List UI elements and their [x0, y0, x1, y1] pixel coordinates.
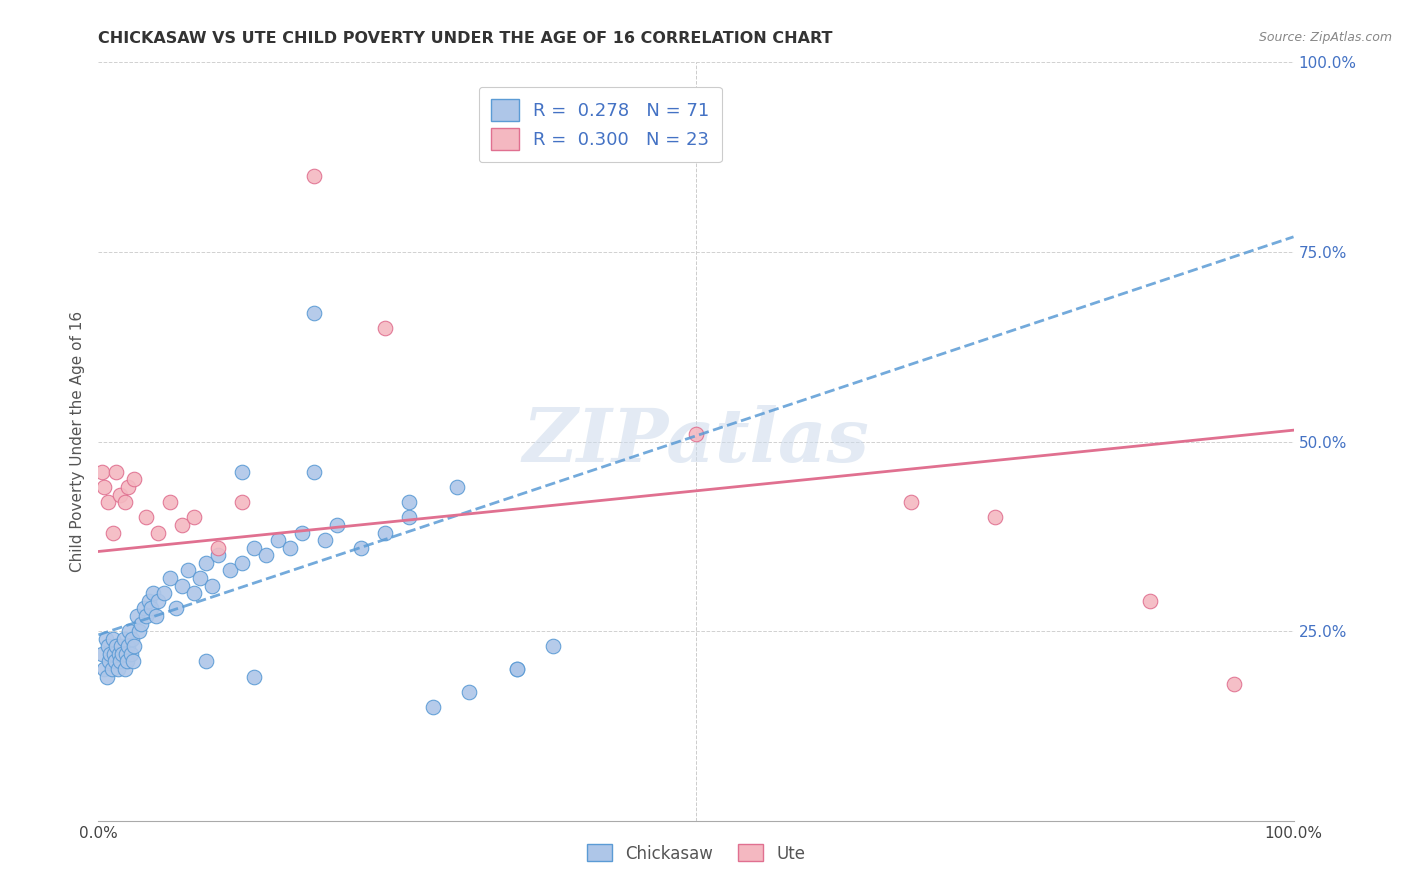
- Point: [195, 556, 218, 570]
- Point: [91, 465, 114, 479]
- Point: [122, 655, 145, 669]
- Point: [112, 632, 135, 646]
- Point: [207, 548, 229, 563]
- Point: [458, 685, 481, 699]
- Text: CHICKASAW VS UTE CHILD POVERTY UNDER THE AGE OF 16 CORRELATION CHART: CHICKASAW VS UTE CHILD POVERTY UNDER THE…: [98, 31, 832, 46]
- Point: [117, 480, 139, 494]
- Point: [101, 525, 124, 540]
- Point: [124, 639, 146, 653]
- Point: [177, 564, 200, 578]
- Point: [91, 647, 114, 661]
- Point: [96, 669, 118, 683]
- Point: [231, 465, 253, 479]
- Point: [231, 495, 253, 509]
- Point: [107, 662, 129, 676]
- Point: [108, 655, 131, 669]
- Point: [278, 541, 301, 555]
- Point: [1223, 677, 1246, 691]
- Point: [110, 639, 132, 653]
- Point: [111, 647, 134, 661]
- Point: [350, 541, 373, 555]
- Point: [195, 655, 218, 669]
- Point: [398, 510, 420, 524]
- Point: [98, 647, 122, 661]
- Y-axis label: Child Poverty Under the Age of 16: Child Poverty Under the Age of 16: [69, 311, 84, 572]
- Point: [315, 533, 337, 548]
- Point: [114, 495, 136, 509]
- Point: [153, 586, 176, 600]
- Point: [183, 510, 205, 524]
- Point: [219, 564, 242, 578]
- Point: [135, 510, 157, 524]
- Point: [302, 305, 325, 319]
- Point: [254, 548, 277, 563]
- Point: [201, 579, 224, 593]
- Point: [105, 465, 128, 479]
- Point: [302, 169, 325, 184]
- Point: [108, 487, 131, 501]
- Point: [139, 601, 162, 615]
- Point: [98, 655, 121, 669]
- Point: [398, 495, 420, 509]
- Point: [120, 647, 142, 661]
- Point: [1139, 594, 1161, 608]
- Point: [118, 624, 141, 639]
- Point: [302, 465, 325, 479]
- Point: [142, 586, 165, 600]
- Point: [93, 480, 115, 494]
- Point: [685, 427, 707, 442]
- Point: [101, 632, 124, 646]
- Point: [104, 655, 127, 669]
- Point: [159, 495, 181, 509]
- Point: [984, 510, 1007, 524]
- Point: [159, 571, 181, 585]
- Point: [100, 662, 122, 676]
- Point: [243, 541, 266, 555]
- Point: [207, 541, 229, 555]
- Point: [117, 639, 139, 653]
- Point: [132, 601, 155, 615]
- Point: [105, 639, 128, 653]
- Point: [135, 608, 157, 623]
- Point: [541, 639, 564, 653]
- Text: Source: ZipAtlas.com: Source: ZipAtlas.com: [1258, 31, 1392, 45]
- Point: [93, 662, 115, 676]
- Point: [138, 594, 160, 608]
- Point: [131, 616, 153, 631]
- Point: [183, 586, 205, 600]
- Point: [115, 655, 138, 669]
- Legend: Chickasaw, Ute: Chickasaw, Ute: [581, 838, 811, 869]
- Point: [165, 601, 187, 615]
- Point: [114, 662, 136, 676]
- Point: [374, 320, 396, 334]
- Point: [231, 556, 253, 570]
- Point: [94, 632, 117, 646]
- Text: ZIPatlas: ZIPatlas: [523, 405, 869, 478]
- Point: [115, 647, 138, 661]
- Point: [172, 579, 194, 593]
- Point: [291, 525, 314, 540]
- Point: [148, 525, 170, 540]
- Point: [148, 594, 170, 608]
- Point: [103, 647, 125, 661]
- Point: [121, 632, 143, 646]
- Point: [145, 608, 167, 623]
- Point: [128, 624, 150, 639]
- Point: [267, 533, 290, 548]
- Point: [188, 571, 211, 585]
- Point: [446, 480, 468, 494]
- Point: [107, 647, 129, 661]
- Point: [97, 639, 120, 653]
- Point: [97, 495, 120, 509]
- Point: [506, 662, 529, 676]
- Point: [125, 608, 148, 623]
- Point: [326, 517, 349, 532]
- Point: [900, 495, 922, 509]
- Point: [172, 517, 194, 532]
- Point: [243, 669, 266, 683]
- Point: [506, 662, 529, 676]
- Point: [374, 525, 396, 540]
- Point: [124, 473, 146, 487]
- Point: [422, 699, 444, 714]
